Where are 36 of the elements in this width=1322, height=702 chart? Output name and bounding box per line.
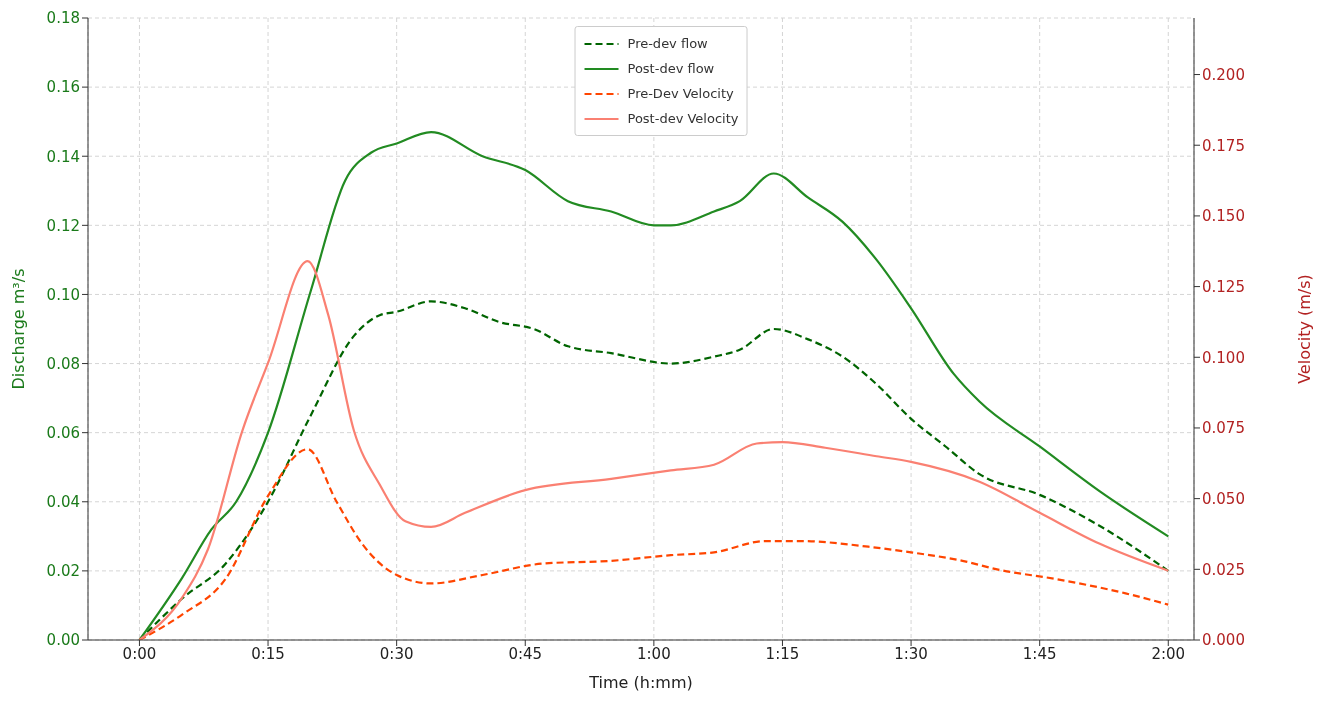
x-tick-label: 0:30 bbox=[379, 644, 414, 663]
x-tick-label: 1:00 bbox=[637, 644, 671, 663]
y2-tick-label: 0.100 bbox=[1202, 348, 1245, 367]
legend-label: Post-dev flow bbox=[627, 61, 715, 76]
y-tick-label: 0.04 bbox=[46, 493, 80, 512]
y2-tick-label: 0.125 bbox=[1202, 277, 1245, 296]
legend-label: Post-dev Velocity bbox=[627, 111, 739, 126]
y-tick-label: 0.00 bbox=[46, 631, 80, 650]
y2-tick-label: 0.175 bbox=[1202, 136, 1245, 155]
x-tick-label: 0:45 bbox=[508, 644, 543, 663]
x-tick-label: 2:00 bbox=[1151, 644, 1186, 663]
line-series bbox=[138, 130, 1170, 640]
y-tick-label: 0.10 bbox=[46, 285, 80, 304]
y-tick-label: 0.08 bbox=[46, 354, 80, 373]
legend-label: Pre-dev flow bbox=[627, 36, 708, 51]
legend-label: Pre-Dev Velocity bbox=[627, 86, 734, 101]
y2-tick-label: 0.000 bbox=[1202, 631, 1245, 650]
y2-tick-label: 0.050 bbox=[1202, 489, 1245, 508]
x-axis-title: Time (h:mm) bbox=[588, 673, 693, 692]
y2-tick-label: 0.150 bbox=[1202, 207, 1245, 226]
y2-tick-label: 0.075 bbox=[1202, 419, 1245, 438]
y-axis-title: Discharge m³/s bbox=[8, 268, 28, 390]
y-tick-label: 0.06 bbox=[46, 423, 80, 442]
y2-axis-title: Velocity (m/s) bbox=[1294, 274, 1314, 384]
x-tick-label: 1:45 bbox=[1022, 644, 1057, 663]
x-tick-label: 1:30 bbox=[894, 644, 928, 663]
y-tick-label: 0.14 bbox=[46, 147, 80, 166]
y2-tick-label: 0.025 bbox=[1202, 560, 1245, 579]
y-tick-label: 0.16 bbox=[46, 78, 80, 97]
x-tick-label: 0:00 bbox=[122, 644, 157, 663]
y-tick-label: 0.02 bbox=[46, 562, 80, 581]
x-tick-label: 0:15 bbox=[251, 644, 285, 663]
y2-tick-label: 0.200 bbox=[1202, 65, 1245, 84]
x-tick-label: 1:15 bbox=[765, 644, 800, 663]
y-tick-label: 0.18 bbox=[46, 9, 80, 28]
y-tick-label: 0.12 bbox=[46, 216, 80, 235]
